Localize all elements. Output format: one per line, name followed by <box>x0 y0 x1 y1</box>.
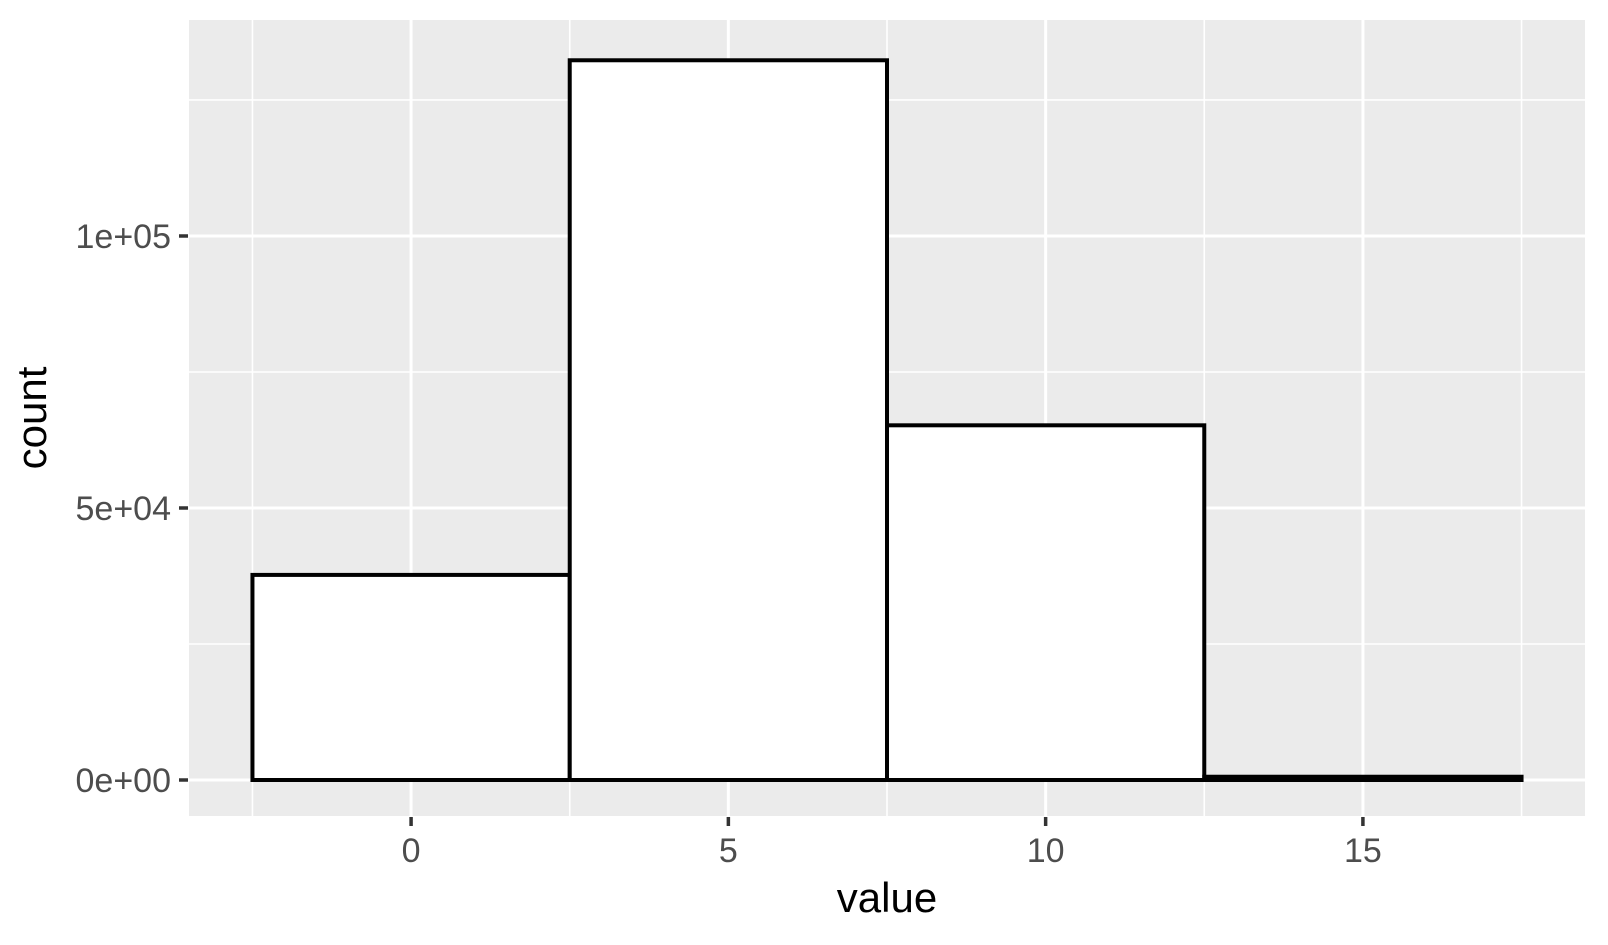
x-tick-label: 5 <box>719 832 738 870</box>
histogram-bar <box>567 58 890 783</box>
y-tick-label: 1e+05 <box>76 218 172 256</box>
y-tick-label: 5e+04 <box>76 490 172 528</box>
x-tick-label: 10 <box>1027 832 1065 870</box>
histogram-bar <box>885 423 1207 783</box>
y-axis-title: count <box>8 366 55 469</box>
histogram-bar <box>1202 774 1524 783</box>
y-tick-label: 0e+00 <box>76 762 172 800</box>
x-tick-label: 0 <box>402 832 421 870</box>
histogram-bar <box>250 572 572 783</box>
x-tick-label: 15 <box>1344 832 1382 870</box>
x-axis-title: value <box>837 874 937 921</box>
